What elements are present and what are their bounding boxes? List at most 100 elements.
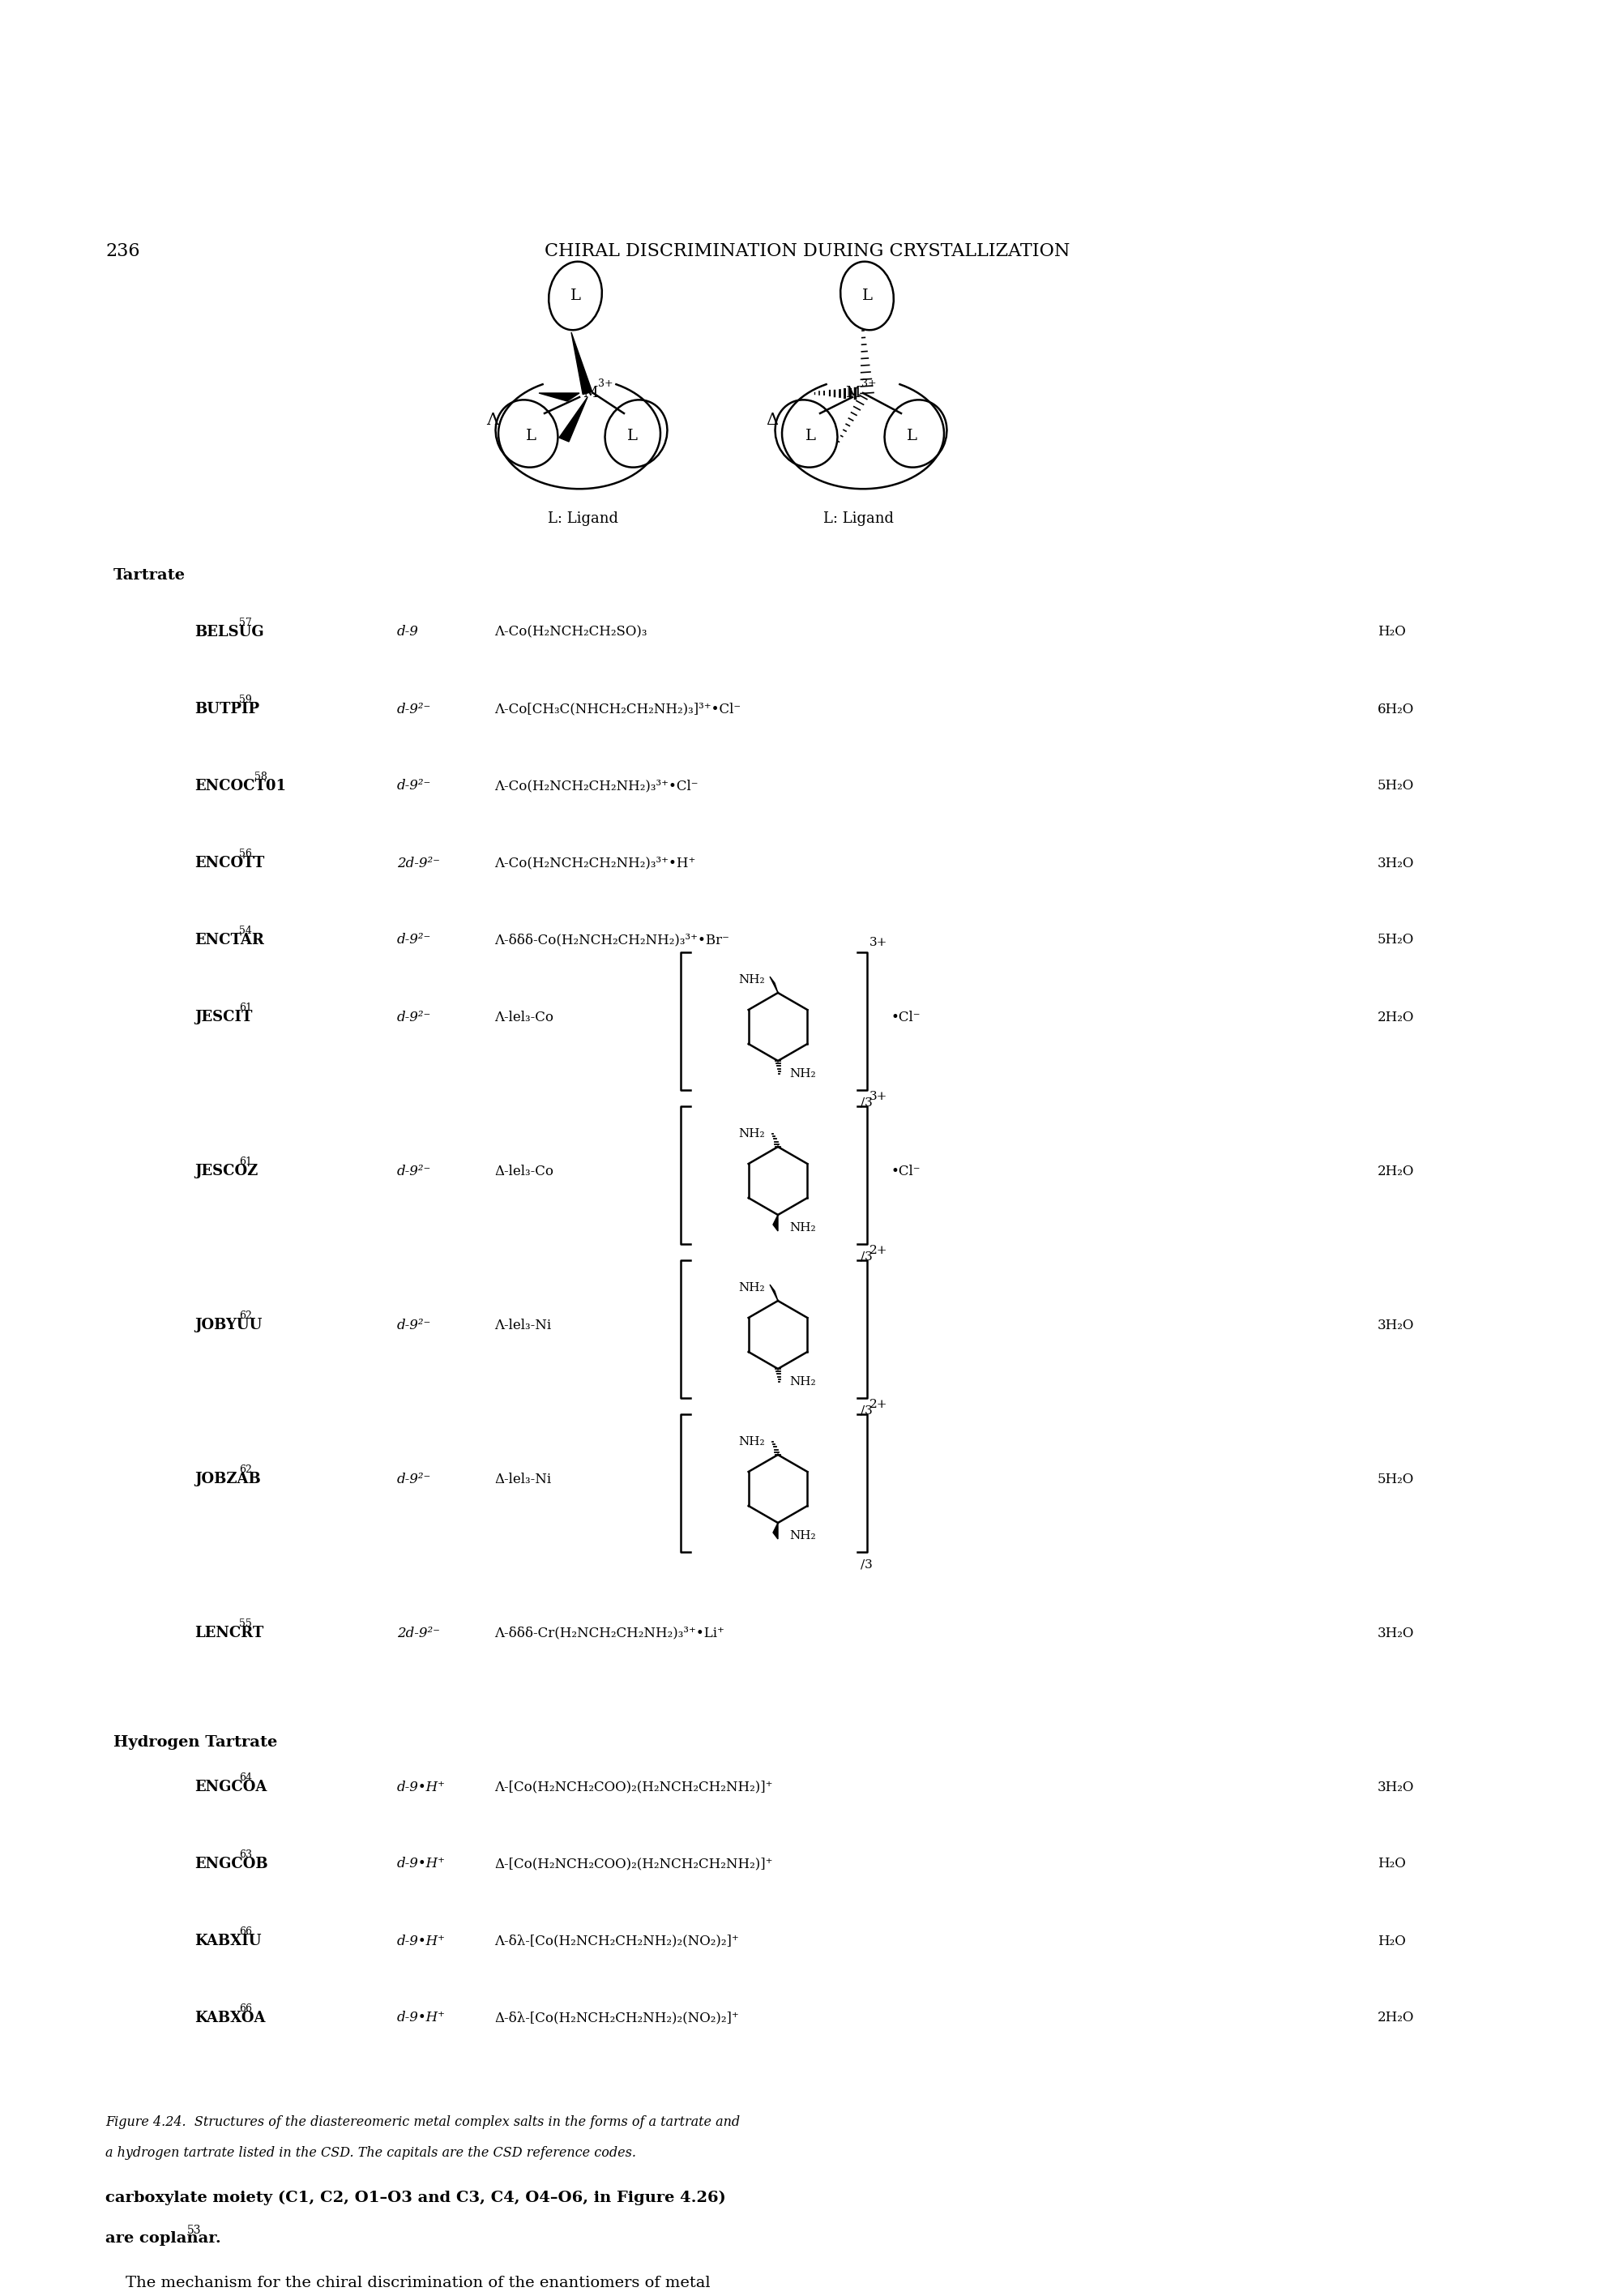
Text: NH₂: NH₂ [738,1127,764,1139]
Text: M: M [845,386,859,400]
Text: a hydrogen tartrate listed in the CSD. The capitals are the CSD reference codes.: a hydrogen tartrate listed in the CSD. T… [105,2147,636,2161]
Text: NH₂: NH₂ [790,1375,816,1387]
Text: JESCIT: JESCIT [194,1010,252,1024]
Text: /3: /3 [861,1559,872,1570]
Text: 56: 56 [239,850,252,859]
Text: 62: 62 [239,1465,252,1474]
Text: 2H₂O: 2H₂O [1378,2011,1415,2025]
Polygon shape [770,1283,778,1302]
Text: 54: 54 [239,925,252,937]
Text: LENCRT: LENCRT [194,1626,263,1639]
Text: Figure 4.24.  Structures of the diastereomeric metal complex salts in the forms : Figure 4.24. Structures of the diastereo… [105,2115,740,2128]
Text: 55: 55 [239,1619,252,1628]
Text: KABXIU: KABXIU [194,1933,262,1949]
Text: Λ-δδδ-Co(H₂NCH₂CH₂NH₂)₃³⁺•Br⁻: Λ-δδδ-Co(H₂NCH₂CH₂NH₂)₃³⁺•Br⁻ [494,932,730,946]
Text: Λ-δδδ-Cr(H₂NCH₂CH₂NH₂)₃³⁺•Li⁺: Λ-δδδ-Cr(H₂NCH₂CH₂NH₂)₃³⁺•Li⁺ [494,1626,725,1639]
Text: 236: 236 [105,243,141,259]
Text: /3: /3 [861,1097,872,1109]
Text: NH₂: NH₂ [738,1435,764,1446]
Text: Λ-lel₃-Co: Λ-lel₃-Co [494,1010,554,1024]
Text: H₂O: H₂O [1378,1933,1405,1947]
Text: 6H₂O: 6H₂O [1378,703,1415,716]
Text: ENCOCT01: ENCOCT01 [194,778,286,794]
Text: d-9²⁻: d-9²⁻ [397,932,431,946]
Text: 5H₂O: 5H₂O [1378,932,1415,946]
Text: BUTPIP: BUTPIP [194,703,260,716]
Text: KABXOA: KABXOA [194,2011,265,2025]
Text: Δ-lel₃-Co: Δ-lel₃-Co [494,1164,554,1178]
Text: L: L [525,429,536,443]
Text: Λ-lel₃-Ni: Λ-lel₃-Ni [494,1318,551,1332]
Text: carboxylate moiety (C1, C2, O1–O3 and C3, C4, O4–O6, in Figure 4.26): carboxylate moiety (C1, C2, O1–O3 and C3… [105,2190,725,2206]
Polygon shape [774,1522,778,1538]
Text: 2+: 2+ [869,1244,888,1256]
Text: Λ-Co(H₂NCH₂CH₂SO)₃: Λ-Co(H₂NCH₂CH₂SO)₃ [494,625,648,638]
Text: Λ-Co(H₂NCH₂CH₂NH₂)₃³⁺•H⁺: Λ-Co(H₂NCH₂CH₂NH₂)₃³⁺•H⁺ [494,856,696,870]
Text: L: L [627,429,638,443]
Text: Δ: Δ [766,411,778,427]
Text: d-9²⁻: d-9²⁻ [397,1164,431,1178]
Text: 59: 59 [239,696,252,705]
Text: H₂O: H₂O [1378,625,1405,638]
Text: L: Ligand: L: Ligand [547,512,619,526]
Text: 3+: 3+ [869,937,888,948]
Text: •Cl⁻: •Cl⁻ [891,1164,921,1178]
Text: JESCOZ: JESCOZ [194,1164,258,1178]
Text: d-9•H⁺: d-9•H⁺ [397,1933,446,1947]
Text: NH₂: NH₂ [790,1221,816,1233]
Text: L: L [804,429,816,443]
Text: 62: 62 [239,1311,252,1320]
Text: 61: 61 [239,1003,252,1013]
Text: 3H₂O: 3H₂O [1378,1318,1415,1332]
Text: ENGCOB: ENGCOB [194,1857,268,1871]
Text: 5H₂O: 5H₂O [1378,1472,1415,1486]
Polygon shape [572,333,593,395]
Text: L: L [862,289,872,303]
Text: JOBYUU: JOBYUU [194,1318,262,1332]
Text: Λ-Co(H₂NCH₂CH₂NH₂)₃³⁺•Cl⁻: Λ-Co(H₂NCH₂CH₂NH₂)₃³⁺•Cl⁻ [494,778,698,792]
Polygon shape [539,393,580,402]
Text: 3+: 3+ [598,379,614,388]
Text: Λ: Λ [486,411,499,427]
Text: d-9•H⁺: d-9•H⁺ [397,2011,446,2025]
Text: /3: /3 [861,1251,872,1263]
Text: 2d-9²⁻: 2d-9²⁻ [397,1626,439,1639]
Text: NH₂: NH₂ [738,974,764,985]
Text: 2H₂O: 2H₂O [1378,1010,1415,1024]
Text: Λ-Co[CH₃C(NHCH₂CH₂NH₂)₃]³⁺•Cl⁻: Λ-Co[CH₃C(NHCH₂CH₂NH₂)₃]³⁺•Cl⁻ [494,703,741,716]
Text: •Cl⁻: •Cl⁻ [891,1010,921,1024]
Text: d-9²⁻: d-9²⁻ [397,1318,431,1332]
Text: The mechanism for the chiral discrimination of the enantiomers of metal: The mechanism for the chiral discriminat… [105,2275,711,2291]
Text: M: M [583,386,598,400]
Text: d-9²⁻: d-9²⁻ [397,703,431,716]
Text: Λ-[Co(H₂NCH₂COO)₂(H₂NCH₂CH₂NH₂)]⁺: Λ-[Co(H₂NCH₂COO)₂(H₂NCH₂CH₂NH₂)]⁺ [494,1779,772,1793]
Polygon shape [559,397,588,441]
Text: NH₂: NH₂ [790,1529,816,1541]
Text: /3: /3 [861,1405,872,1417]
Text: ENCOTT: ENCOTT [194,856,265,870]
Text: 2+: 2+ [869,1398,888,1410]
Text: 3H₂O: 3H₂O [1378,856,1415,870]
Text: CHIRAL DISCRIMINATION DURING CRYSTALLIZATION: CHIRAL DISCRIMINATION DURING CRYSTALLIZA… [544,243,1069,259]
Text: JOBZAB: JOBZAB [194,1472,260,1486]
Text: Hydrogen Tartrate: Hydrogen Tartrate [113,1736,278,1750]
Text: d-9•H⁺: d-9•H⁺ [397,1779,446,1793]
Text: 5H₂O: 5H₂O [1378,778,1415,792]
Text: Δ-[Co(H₂NCH₂COO)₂(H₂NCH₂CH₂NH₂)]⁺: Δ-[Co(H₂NCH₂COO)₂(H₂NCH₂CH₂NH₂)]⁺ [494,1857,772,1871]
Text: 2d-9²⁻: 2d-9²⁻ [397,856,439,870]
Text: 57: 57 [239,618,252,629]
Text: 63: 63 [239,1851,252,1860]
Text: H₂O: H₂O [1378,1857,1405,1871]
Text: 53: 53 [187,2225,202,2236]
Text: 66: 66 [239,2004,252,2014]
Text: 3H₂O: 3H₂O [1378,1626,1415,1639]
Polygon shape [770,976,778,992]
Text: 58: 58 [254,771,266,783]
Text: d-9•H⁺: d-9•H⁺ [397,1857,446,1871]
Text: d-9: d-9 [397,625,418,638]
Polygon shape [774,1215,778,1231]
Text: BELSUG: BELSUG [194,625,263,641]
Text: ENGCOA: ENGCOA [194,1779,266,1795]
Text: Δ-δλ-[Co(H₂NCH₂CH₂NH₂)₂(NO₂)₂]⁺: Δ-δλ-[Co(H₂NCH₂CH₂NH₂)₂(NO₂)₂]⁺ [494,2011,738,2025]
Text: d-9²⁻: d-9²⁻ [397,778,431,792]
